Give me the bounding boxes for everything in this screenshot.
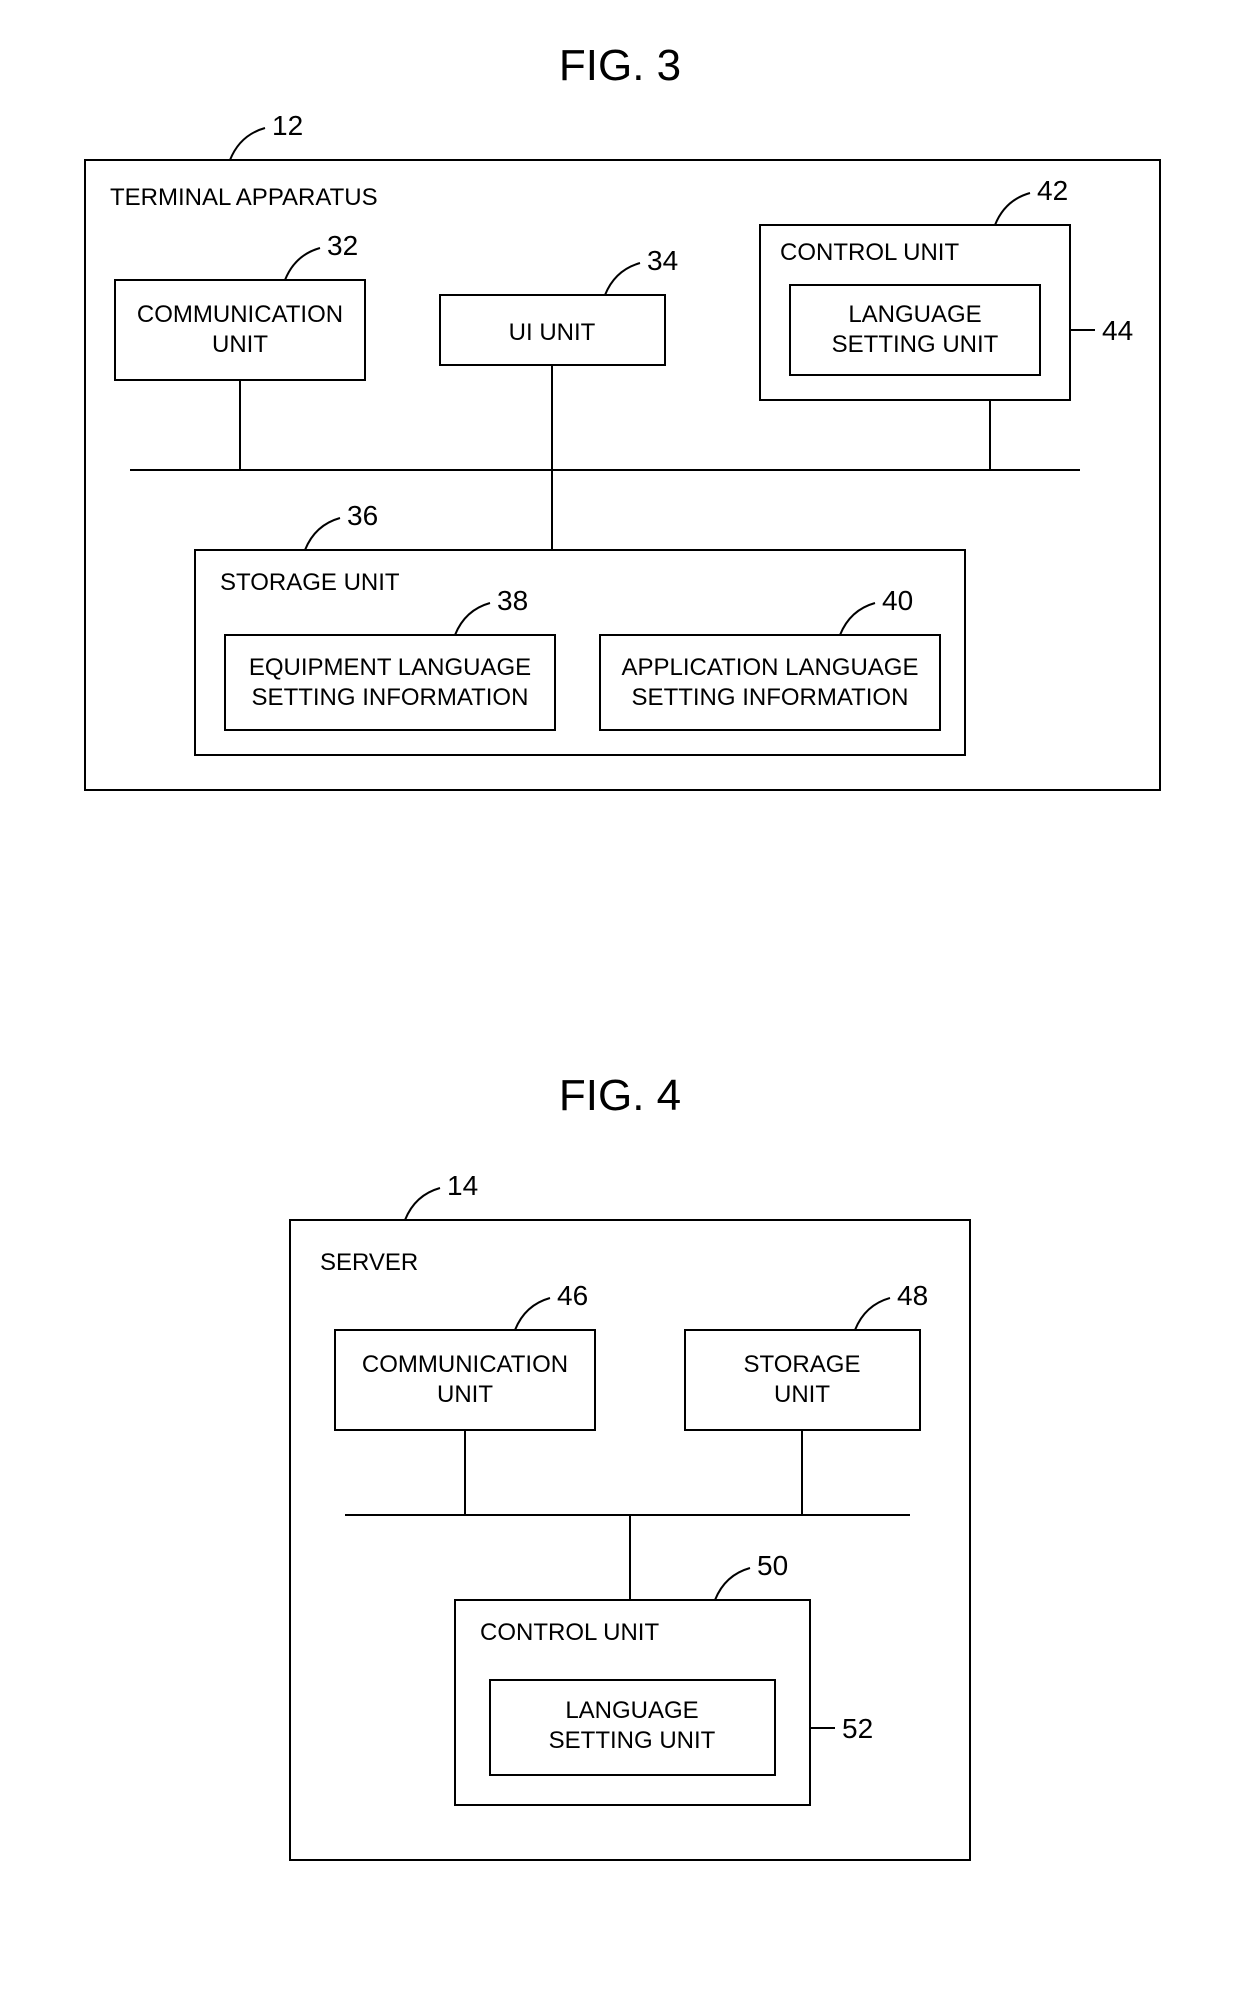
fig3-comm-l1: COMMUNICATION xyxy=(137,301,343,328)
fig4-storage-l2: UNIT xyxy=(774,1381,830,1408)
fig4-comm-l2: UNIT xyxy=(437,1381,493,1408)
fig4-outer-callout xyxy=(405,1188,440,1220)
fig4-title: FIG. 4 xyxy=(559,1071,681,1120)
fig4-lang-num: 52 xyxy=(842,1713,873,1744)
fig3-control-num: 42 xyxy=(1037,175,1068,206)
fig3-lang-l1: LANGUAGE xyxy=(848,301,981,328)
fig4-comm-box xyxy=(335,1330,595,1430)
fig3-app-num: 40 xyxy=(882,585,913,616)
fig3-lang-box xyxy=(790,285,1040,375)
fig3-comm-num: 32 xyxy=(327,230,358,261)
fig3-lang-num: 44 xyxy=(1102,315,1133,346)
fig4-outer-label: SERVER xyxy=(320,1249,418,1276)
fig3-ui-label: UI UNIT xyxy=(509,319,596,346)
fig3-comm-box xyxy=(115,280,365,380)
fig3-equip-l2: SETTING INFORMATION xyxy=(252,684,529,711)
fig4-comm-l1: COMMUNICATION xyxy=(362,1351,568,1378)
fig3-lang-l2: SETTING UNIT xyxy=(832,331,999,358)
fig3-comm-l2: UNIT xyxy=(212,331,268,358)
fig3-equip-box xyxy=(225,635,555,730)
fig3-app-l2: SETTING INFORMATION xyxy=(632,684,909,711)
fig3-ui-num: 34 xyxy=(647,245,678,276)
fig3-app-box xyxy=(600,635,940,730)
fig3-storage-num: 36 xyxy=(347,500,378,531)
fig3-outer-num: 12 xyxy=(272,110,303,141)
fig4-lang-l2: SETTING UNIT xyxy=(549,1727,716,1754)
fig4-storage-l1: STORAGE xyxy=(744,1351,861,1378)
fig3-storage-label: STORAGE UNIT xyxy=(220,569,400,596)
fig4-outer-num: 14 xyxy=(447,1170,478,1201)
fig4-control-num: 50 xyxy=(757,1550,788,1581)
fig3-equip-num: 38 xyxy=(497,585,528,616)
fig3-app-l1: APPLICATION LANGUAGE xyxy=(622,654,919,681)
fig4-control-label: CONTROL UNIT xyxy=(480,1619,659,1646)
fig3-equip-l1: EQUIPMENT LANGUAGE xyxy=(249,654,531,681)
fig4-storage-num: 48 xyxy=(897,1280,928,1311)
diagram-canvas: FIG. 3 12 TERMINAL APPARATUS 32 COMMUNIC… xyxy=(0,0,1240,2005)
fig3-title: FIG. 3 xyxy=(559,41,681,90)
fig4-comm-num: 46 xyxy=(557,1280,588,1311)
fig4-lang-l1: LANGUAGE xyxy=(565,1697,698,1724)
fig3-outer-label: TERMINAL APPARATUS xyxy=(110,184,378,211)
fig3-control-label: CONTROL UNIT xyxy=(780,239,959,266)
fig3-outer-callout xyxy=(230,128,265,160)
fig4-storage-box xyxy=(685,1330,920,1430)
